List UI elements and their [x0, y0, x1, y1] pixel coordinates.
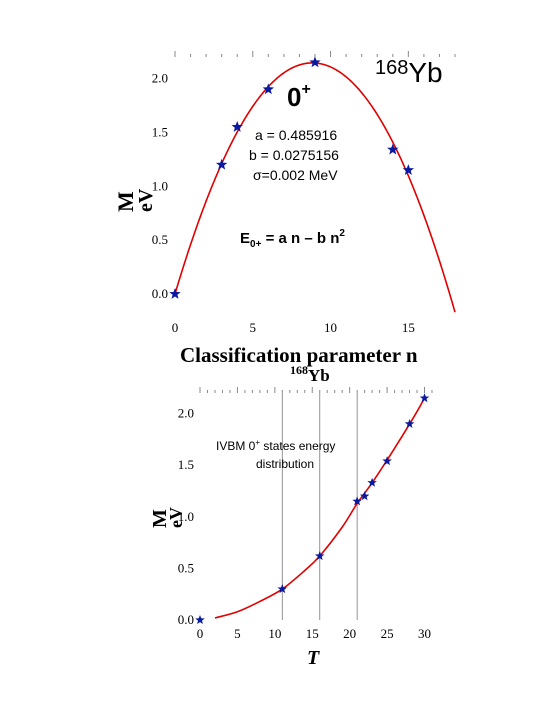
state-label: 0+	[287, 81, 311, 112]
star-icon	[367, 477, 377, 487]
star-icon	[419, 393, 430, 403]
y-tick-labels: 0.0 0.5 1.0 1.5 2.0	[152, 71, 168, 301]
x-tick-label: 10	[324, 320, 337, 335]
top-dotted-ticks	[199, 387, 433, 393]
y-tick-label: 1.5	[152, 124, 168, 139]
star-icon	[352, 496, 362, 506]
x-tick-label: 5	[250, 320, 257, 335]
param-a: a = 0.485916	[255, 127, 337, 143]
data-points	[195, 393, 430, 625]
star-icon	[215, 158, 228, 170]
x-tick-label: 0	[197, 626, 204, 641]
param-b: b = 0.0275156	[249, 147, 339, 163]
x-tick-label: 10	[268, 626, 281, 641]
annotation-line1: IVBM 0+ states energy	[216, 438, 335, 453]
data-points	[169, 56, 415, 299]
x-tick-label: 15	[402, 320, 415, 335]
x-axis-label: Classification parameter n	[180, 343, 418, 367]
y-tick-label: 2.0	[178, 406, 194, 421]
vertical-grid-lines	[281, 393, 358, 620]
y-tick-label: 0.5	[152, 232, 168, 247]
trend-curve	[214, 397, 426, 619]
star-icon	[262, 83, 275, 95]
star-icon	[277, 584, 288, 594]
star-icon	[359, 491, 370, 501]
x-tick-label: 20	[343, 626, 356, 641]
star-icon	[387, 143, 399, 155]
y-tick-label: 0.5	[178, 560, 194, 575]
y-tick-label: 1.0	[178, 509, 194, 524]
top-dotted-ticks	[174, 51, 456, 57]
star-icon	[404, 418, 415, 428]
star-icon	[309, 56, 321, 68]
fit-curve	[174, 62, 456, 313]
param-sigma: σ=0.002 MeV	[253, 167, 338, 183]
x-tick-labels: 0 5 10 15 20 25 30	[197, 626, 431, 641]
star-icon	[382, 456, 392, 466]
x-tick-label: 15	[306, 626, 319, 641]
y-tick-label: 1.0	[152, 178, 168, 193]
y-tick-label: 2.0	[152, 71, 168, 86]
annotation-line2: distribution	[256, 457, 314, 471]
star-icon	[314, 551, 325, 561]
y-tick-label: 0.0	[152, 286, 168, 301]
y-axis-label-main: M	[149, 509, 171, 528]
star-icon	[169, 288, 181, 299]
y-axis-label-main: M	[113, 191, 138, 212]
x-axis-label: T	[307, 647, 320, 669]
y-tick-label: 1.5	[178, 457, 194, 472]
x-tick-label: 25	[381, 626, 394, 641]
chart-top: 0 5 10 15 0.0 0.5 1.0 1.5 2.0 168Yb 0+ a = 0.48…	[113, 51, 456, 367]
x-tick-labels: 0 5 10 15	[172, 320, 415, 335]
y-tick-label: 0.0	[178, 612, 194, 627]
y-axis-label-rot: eV	[166, 507, 186, 528]
y-axis-label-rot: eV	[135, 188, 157, 212]
chart-bottom: 0 5 10 15 20 25 30 0.0 0.5 1.0 1.5 2.0 168Yb IVBM …	[149, 363, 433, 669]
nucleus-label: 168Yb	[375, 57, 443, 88]
x-tick-label: 5	[234, 626, 241, 641]
y-tick-labels: 0.0 0.5 1.0 1.5 2.0	[178, 406, 194, 627]
x-tick-label: 30	[418, 626, 431, 641]
star-icon	[231, 121, 243, 132]
star-icon	[195, 615, 205, 625]
nucleus-label: 168Yb	[290, 363, 330, 385]
star-icon	[402, 164, 415, 175]
x-tick-label: 0	[172, 320, 179, 335]
fit-formula: E0+ = a n – b n2	[240, 228, 345, 250]
